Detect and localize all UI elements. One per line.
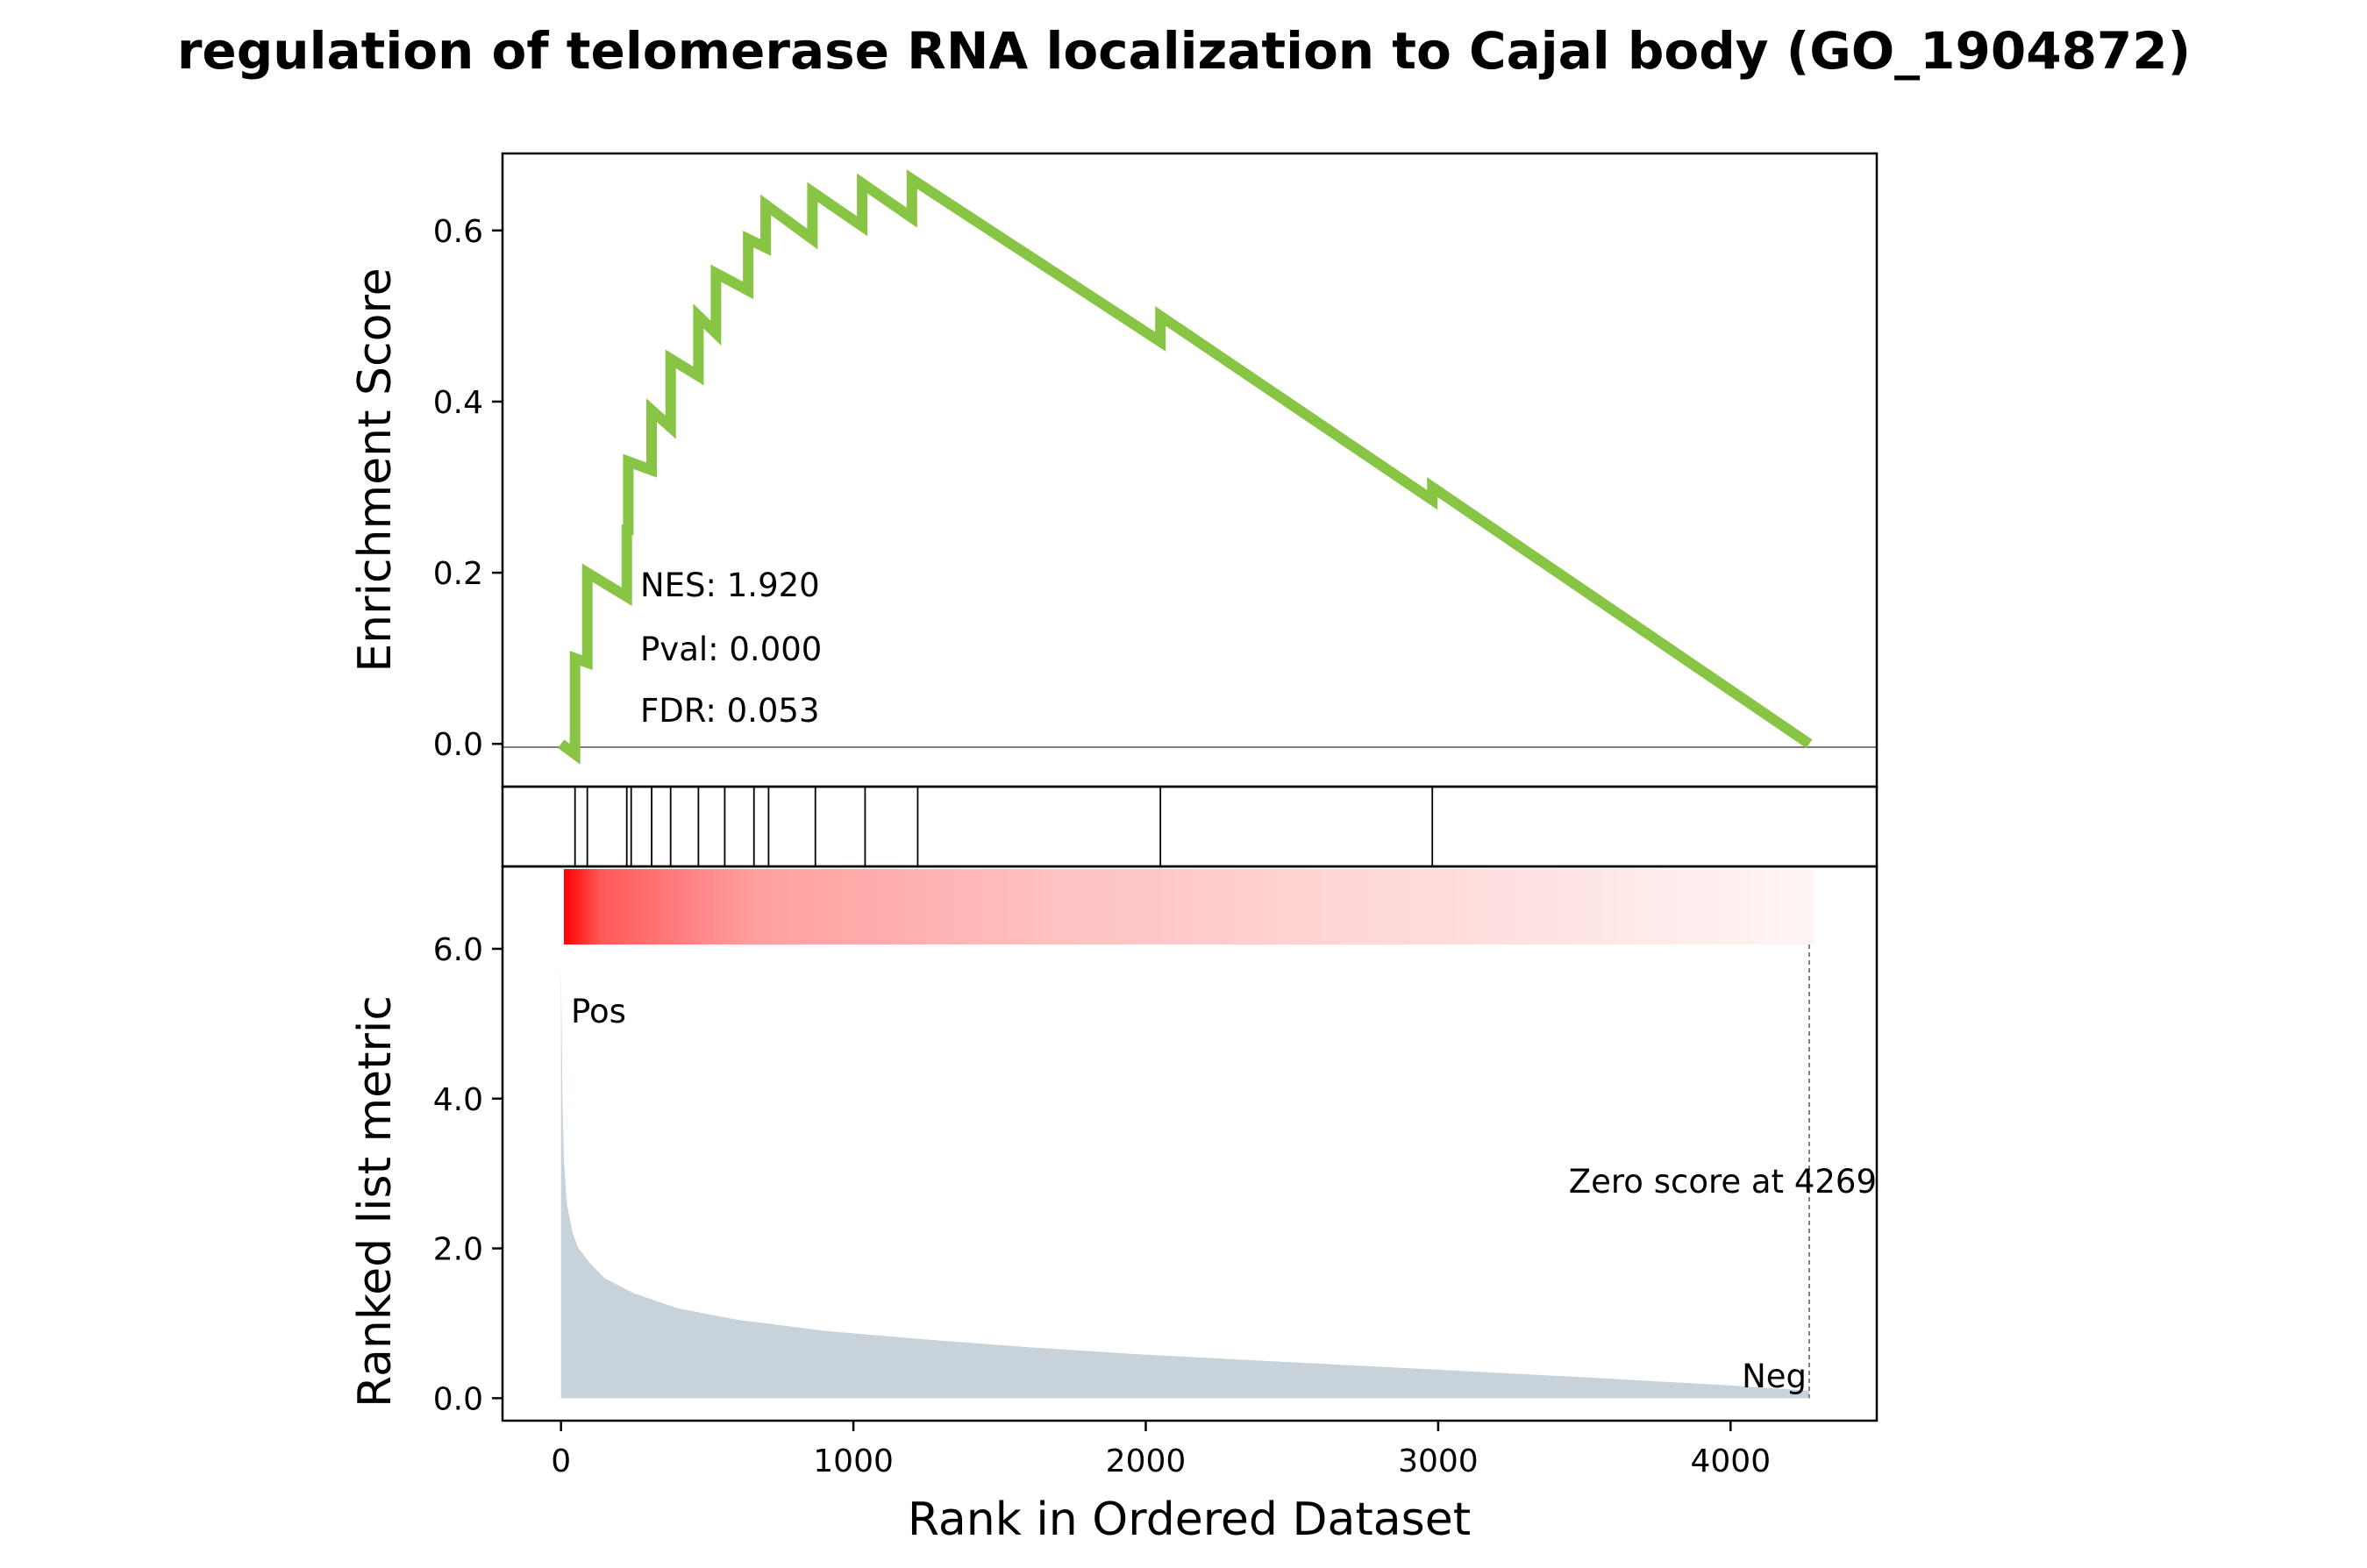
metric-y-axis-label: Ranked list metric (349, 995, 402, 1408)
rank-heatmap-bar (564, 869, 1814, 944)
es-y-tick-label: 0.6 (433, 214, 483, 250)
x-tick-label: 0 (551, 1443, 571, 1479)
pos-label: Pos (571, 993, 626, 1030)
ranked-metric-area (560, 964, 1810, 1399)
metric-panel-frame (501, 865, 1879, 1422)
pval-annotation: Pval: 0.000 (640, 631, 822, 668)
nes-annotation: NES: 1.920 (640, 567, 820, 604)
chart-title: regulation of telomerase RNA localizatio… (177, 21, 2191, 81)
es-y-ticks: 0.0 0.2 0.4 0.6 (433, 214, 503, 763)
metric-y-tick-label: 0.0 (433, 1381, 483, 1417)
x-tick-label: 2000 (1106, 1443, 1187, 1479)
metric-y-tick-label: 4.0 (433, 1082, 483, 1118)
x-axis-ticks: 0 1000 2000 3000 4000 (551, 1421, 1771, 1479)
x-axis-label: Rank in Ordered Dataset (908, 1493, 1471, 1546)
enrichment-score-panel: 0.0 0.2 0.4 0.6 NES: 1.920 Pval: 0.000 FDR:… (349, 152, 1879, 788)
es-y-tick-label: 0.0 (433, 727, 483, 763)
metric-y-tick-label: 6.0 (433, 932, 483, 968)
hits-panel (501, 785, 1879, 868)
x-tick-label: 3000 (1398, 1443, 1479, 1479)
es-y-tick-label: 0.2 (433, 556, 483, 592)
es-y-axis-label: Enrichment Score (349, 267, 402, 672)
es-y-tick-label: 0.4 (433, 385, 483, 421)
zero-score-annotation: Zero score at 4269 (1569, 1163, 1877, 1201)
hit-markers (574, 787, 1434, 866)
neg-label: Neg (1742, 1358, 1807, 1395)
metric-y-ticks: 0.0 2.0 4.0 6.0 (433, 932, 503, 1417)
x-tick-label: 4000 (1690, 1443, 1771, 1479)
x-tick-label: 1000 (813, 1443, 894, 1479)
ranked-metric-panel: Pos Neg Zero score at 4269 0.02.04.06.0 … (349, 865, 1879, 1546)
hits-panel-frame (501, 785, 1879, 868)
metric-y-tick-label: 2.0 (433, 1232, 483, 1268)
es-curve (558, 169, 1813, 765)
fdr-annotation: FDR: 0.053 (640, 692, 820, 730)
